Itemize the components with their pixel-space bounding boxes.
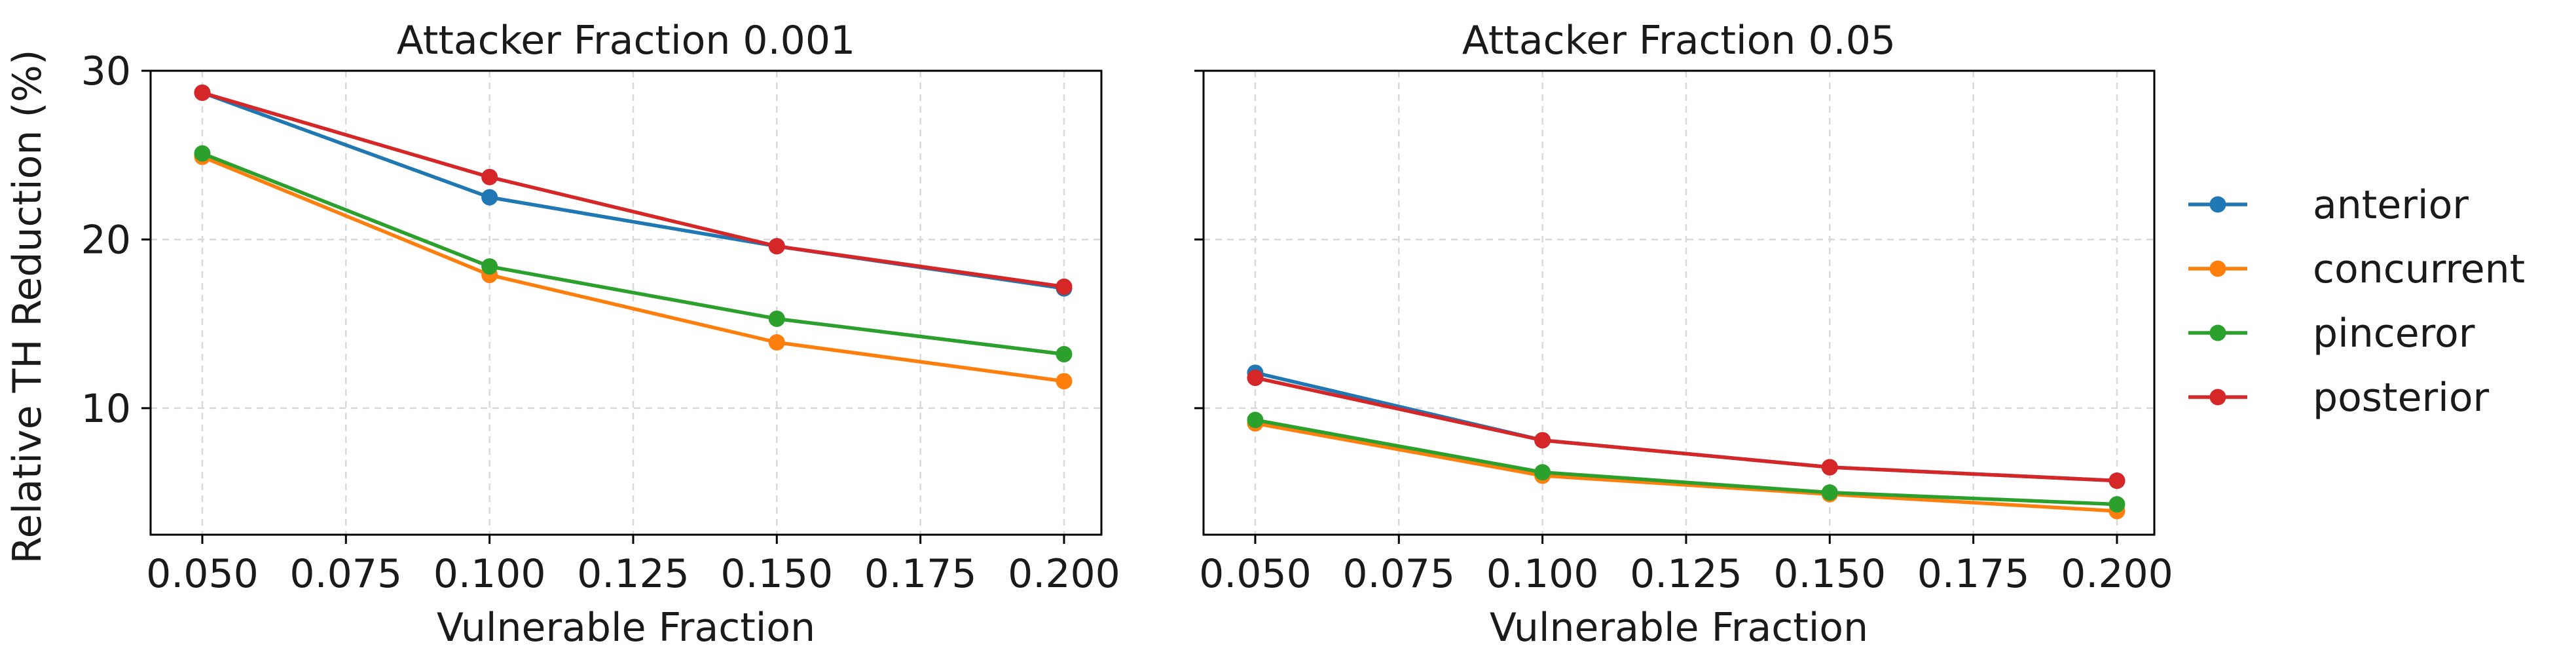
chart-panel-1: 0.050 0.075 0.100 0.125 0.150 0.175 0.200 10 20 3… (81, 18, 1120, 651)
legend-item-pinceror: pinceror (2188, 311, 2475, 356)
legend-marker (2209, 389, 2226, 406)
legend-label: anterior (2313, 182, 2469, 228)
legend-label: concurrent (2313, 246, 2525, 292)
x-tick-label: 0.150 (1773, 551, 1886, 597)
data-point-posterior (2108, 472, 2125, 489)
legend-label: pinceror (2313, 311, 2475, 356)
x-tick-label: 0.100 (1486, 551, 1599, 597)
data-point-pinceror (1821, 484, 1838, 501)
figure-ylabel: Relative TH Reduction (%) (5, 50, 50, 564)
data-point-posterior (1056, 278, 1073, 296)
data-point-concurrent (1056, 373, 1073, 390)
data-point-pinceror (1247, 412, 1264, 429)
chart-title: Attacker Fraction 0.05 (1462, 18, 1896, 64)
data-point-pinceror (1534, 464, 1551, 481)
data-point-posterior (768, 238, 785, 255)
x-tick-label: 0.175 (864, 551, 977, 597)
data-point-posterior (194, 84, 211, 101)
x-tick-label: 0.075 (1342, 551, 1455, 597)
x-tick-label: 0.175 (1917, 551, 2030, 597)
data-point-posterior (1534, 432, 1551, 449)
y-tick-label: 30 (81, 48, 131, 94)
legend-label: posterior (2313, 375, 2490, 421)
data-point-pinceror (1056, 346, 1073, 363)
data-point-pinceror (2108, 496, 2125, 513)
x-tick-label: 0.150 (720, 551, 833, 597)
plot-frame (1202, 69, 2156, 536)
y-tick-label: 10 (81, 386, 131, 432)
legend-marker (2209, 196, 2226, 213)
x-axis-label: Vulnerable Fraction (1490, 605, 1868, 651)
data-point-posterior (1821, 459, 1838, 476)
series-line-posterior (1255, 375, 2118, 483)
x-tick-label: 0.125 (1630, 551, 1742, 597)
series-line-pinceror (201, 151, 1065, 356)
y-tick-label: 20 (81, 217, 131, 263)
x-tick-label: 0.200 (1008, 551, 1120, 597)
legend-marker (2209, 260, 2226, 277)
chart-panel-2: 0.050 0.075 0.100 0.125 0.150 0.175 0.200 Attac… (1194, 18, 2173, 651)
series-line-concurrent (201, 155, 1065, 383)
data-point-anterior (481, 189, 498, 206)
data-point-posterior (481, 168, 498, 185)
x-tick-label: 0.050 (1199, 551, 1312, 597)
data-point-pinceror (194, 145, 211, 162)
x-tick-label: 0.100 (433, 551, 546, 597)
data-point-concurrent (768, 334, 785, 351)
data-point-posterior (1247, 370, 1264, 387)
chart-panels: 0.050 0.075 0.100 0.125 0.150 0.175 0.200 10 20 3… (81, 18, 2173, 651)
chart-title: Attacker Fraction 0.001 (397, 18, 855, 64)
x-axis-label: Vulnerable Fraction (437, 605, 815, 651)
legend: anterior concurrent pinceror posterior (2188, 182, 2525, 421)
legend-item-anterior: anterior (2188, 182, 2469, 228)
plot-frame (149, 69, 1103, 536)
series-line-posterior (202, 90, 1065, 289)
x-tick-label: 0.075 (289, 551, 402, 597)
data-point-pinceror (481, 258, 498, 275)
x-tick-label: 0.125 (577, 551, 690, 597)
data-point-pinceror (768, 310, 785, 327)
series-line-concurrent (1255, 421, 2118, 513)
x-tick-label: 0.050 (146, 551, 259, 597)
legend-item-concurrent: concurrent (2188, 246, 2525, 292)
legend-item-posterior: posterior (2188, 375, 2490, 421)
x-tick-label: 0.200 (2061, 551, 2173, 597)
legend-marker (2209, 324, 2226, 341)
series-line-pinceror (1255, 418, 2118, 507)
